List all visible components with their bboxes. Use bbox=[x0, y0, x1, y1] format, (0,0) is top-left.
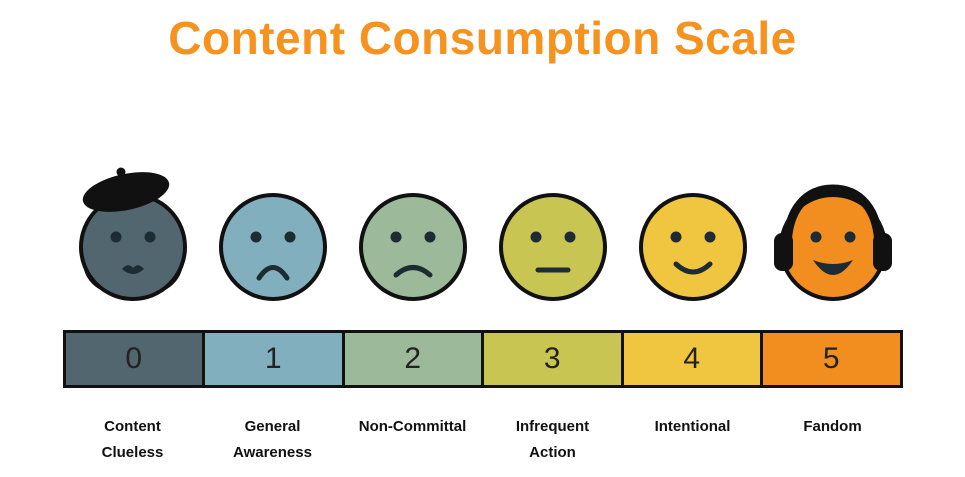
headphone-cup-left-icon bbox=[773, 232, 793, 271]
scale-label-infrequent-action: Infrequent Action bbox=[515, 417, 590, 462]
face-content-clueless-icon bbox=[78, 167, 187, 301]
scale-segment-5: 5 bbox=[763, 332, 900, 385]
scale-segment-4: 4 bbox=[623, 332, 763, 385]
face-intentional-icon bbox=[638, 192, 747, 301]
face-circle bbox=[498, 192, 607, 301]
right-eye-icon bbox=[144, 231, 155, 243]
scale-segment-0: 0 bbox=[65, 332, 205, 385]
lips-icon bbox=[121, 265, 144, 274]
scale-label-general-awareness: General Awareness bbox=[233, 417, 312, 462]
scale-segment-1: 1 bbox=[205, 332, 345, 385]
scale-label-fandom: Fandom bbox=[803, 417, 862, 435]
face-general-awareness-icon bbox=[218, 192, 327, 301]
left-eye-icon bbox=[250, 231, 261, 243]
face-non-committal-icon bbox=[358, 192, 467, 301]
beret-stem-icon bbox=[116, 167, 125, 177]
scale-segment-3: 3 bbox=[484, 332, 624, 385]
left-eye-icon bbox=[390, 231, 401, 243]
right-eye-icon bbox=[704, 231, 715, 243]
face-cell-2 bbox=[343, 157, 483, 307]
face-cell-4 bbox=[623, 157, 763, 307]
mouth-open-smile-icon bbox=[812, 259, 853, 275]
scale-segment-2: 2 bbox=[344, 332, 484, 385]
face-fandom-icon bbox=[773, 184, 892, 301]
left-eye-icon bbox=[810, 231, 821, 243]
scale-bar: 0 1 2 3 4 5 bbox=[62, 329, 903, 388]
face-circle bbox=[218, 192, 327, 301]
face-circle bbox=[638, 192, 747, 301]
right-eye-icon bbox=[284, 231, 295, 243]
mouth-open-frown-icon bbox=[256, 264, 289, 281]
mouth-frown-icon bbox=[393, 264, 432, 278]
left-eye-icon bbox=[530, 231, 541, 243]
face-cell-3 bbox=[483, 157, 623, 307]
right-eye-icon bbox=[564, 231, 575, 243]
face-cell-0 bbox=[63, 157, 203, 307]
left-eye-icon bbox=[670, 231, 681, 243]
labels-row: Content Clueless General Awareness Non-C… bbox=[63, 414, 903, 467]
face-infrequent-action-icon bbox=[498, 192, 607, 301]
face-cell-1 bbox=[203, 157, 343, 307]
face-circle bbox=[78, 192, 187, 301]
face-cell-5 bbox=[763, 157, 903, 307]
scale-label-content-clueless: Content Clueless bbox=[101, 417, 164, 462]
page-title: Content Consumption Scale bbox=[168, 12, 797, 64]
right-eye-icon bbox=[424, 231, 435, 243]
headphones-band-icon bbox=[782, 184, 883, 249]
beret-icon bbox=[82, 172, 169, 212]
scale-label-non-committal: Non-Committal bbox=[358, 417, 467, 435]
mouth-smile-icon bbox=[673, 261, 712, 275]
face-circle bbox=[358, 192, 467, 301]
faces-row bbox=[63, 157, 903, 307]
scale-label-intentional: Intentional bbox=[654, 417, 731, 435]
right-eye-icon bbox=[844, 231, 855, 243]
headphone-cup-right-icon bbox=[872, 232, 892, 271]
left-eye-icon bbox=[110, 231, 121, 243]
